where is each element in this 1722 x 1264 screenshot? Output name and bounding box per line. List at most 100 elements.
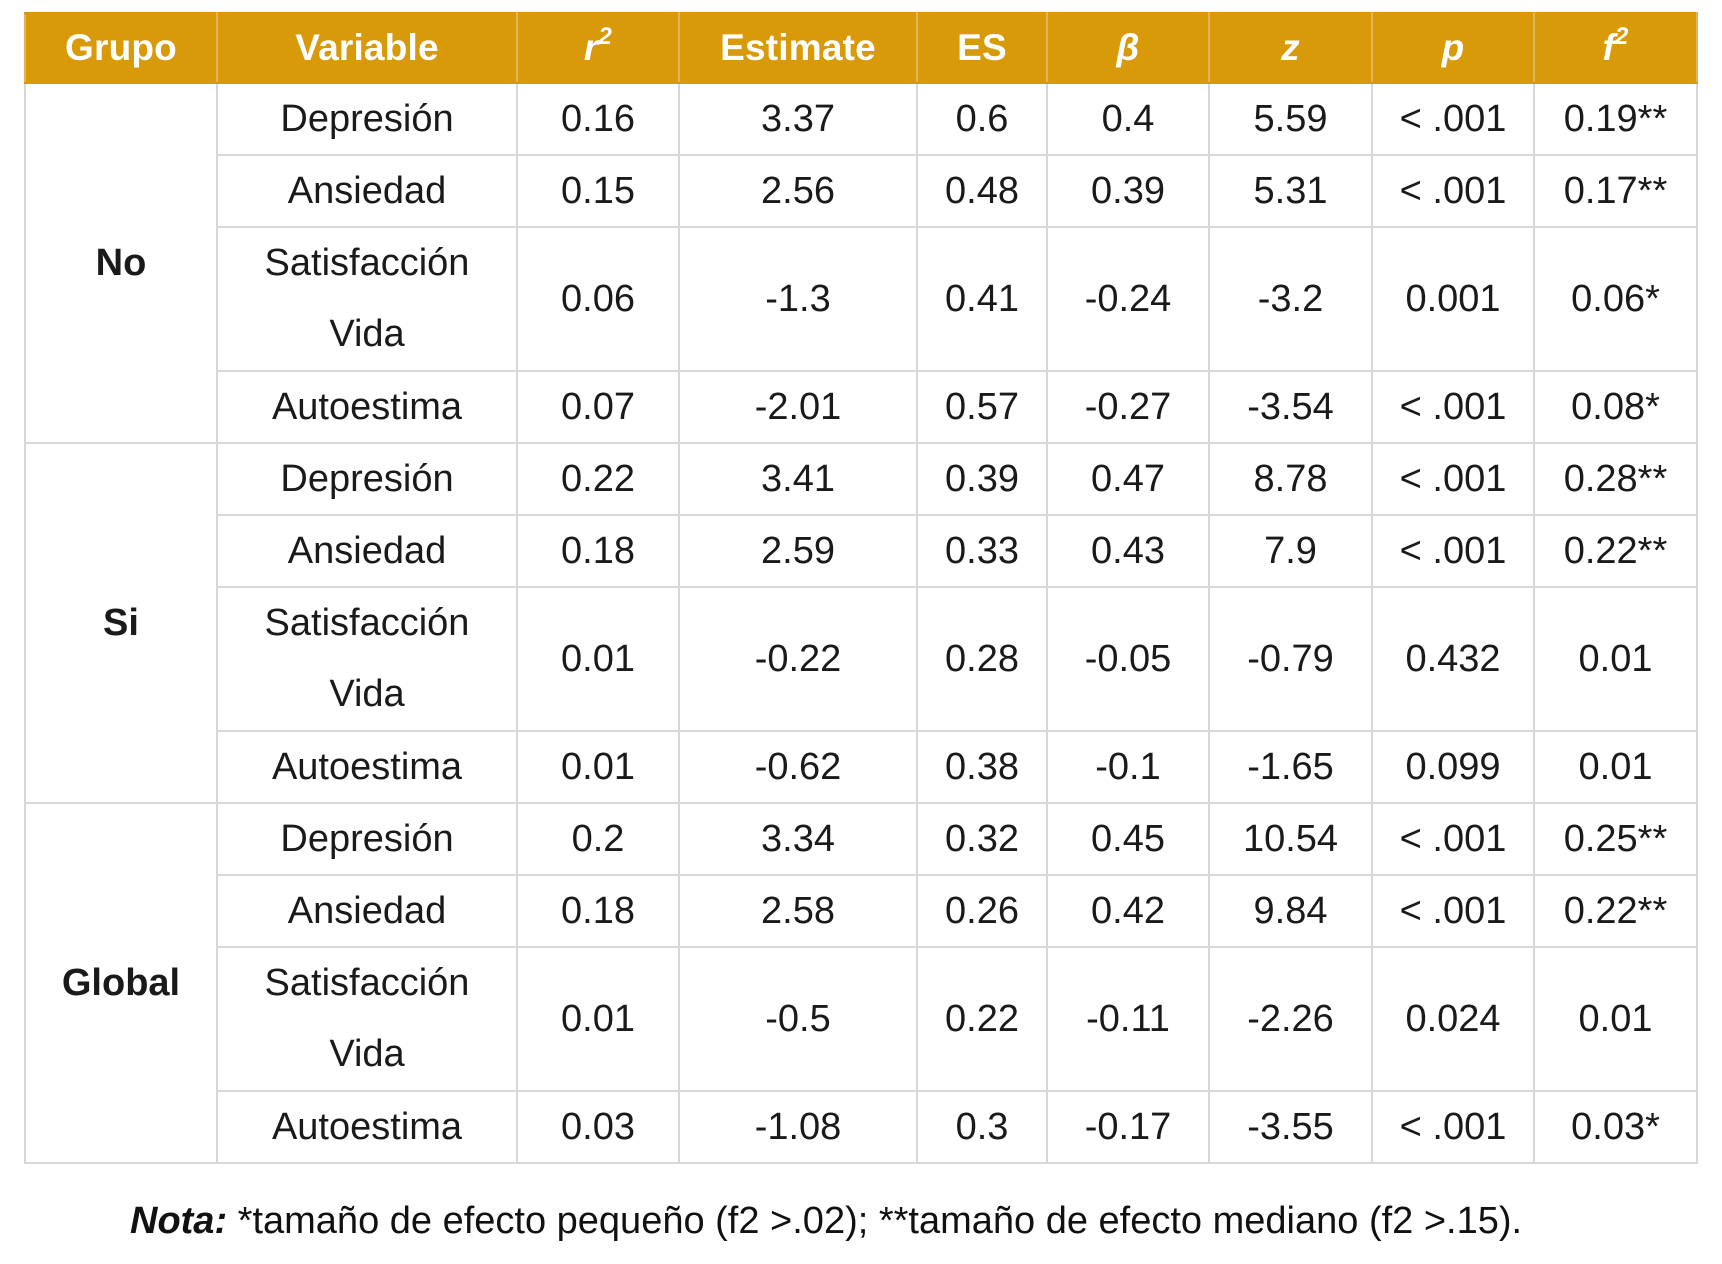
table-row: Ansiedad 0.15 2.56 0.48 0.39 5.31 < .001 0.17** — [25, 154, 1698, 228]
z-cell: 5.31 — [1208, 154, 1373, 228]
p-cell: 0.001 — [1371, 226, 1535, 372]
variable-cell: Autoestima — [216, 1090, 518, 1164]
p-cell: < .001 — [1371, 442, 1535, 516]
estimate-cell: -2.01 — [678, 370, 918, 444]
estimate-cell: 3.34 — [678, 802, 918, 876]
table-row: Si Depresión 0.22 3.41 0.39 0.47 8.78 < .001 0.2… — [24, 442, 1698, 804]
r2-cell: 0.15 — [516, 154, 680, 228]
variable-cell: Depresión — [216, 82, 518, 156]
variable-cell: Satisfacción Vida — [216, 946, 518, 1092]
p-cell: < .001 — [1371, 370, 1535, 444]
r2-cell: 0.06 — [516, 226, 680, 372]
variable-cell: Ansiedad — [216, 514, 518, 588]
table-note: Nota: *tamaño de efecto pequeño (f2 >.02… — [130, 1200, 1522, 1243]
z-cell: 5.59 — [1208, 82, 1373, 156]
r2-cell: 0.03 — [516, 1090, 680, 1164]
table-row: Autoestima 0.07 -2.01 0.57 -0.27 -3.54 < .001 0… — [25, 370, 1698, 444]
variable-line: Vida — [329, 673, 405, 715]
variable-line: Ansiedad — [287, 530, 447, 572]
r2-cell: 0.22 — [516, 442, 680, 516]
es-cell: 0.41 — [916, 226, 1048, 372]
beta-cell: -0.05 — [1046, 586, 1210, 732]
header-beta: β — [1046, 12, 1210, 84]
p-cell: < .001 — [1371, 1090, 1535, 1164]
z-cell: -3.54 — [1208, 370, 1373, 444]
estimate-cell: 3.41 — [678, 442, 918, 516]
p-cell: < .001 — [1371, 514, 1535, 588]
p-cell: < .001 — [1371, 874, 1535, 948]
p-cell: < .001 — [1371, 82, 1535, 156]
estimate-cell: -0.22 — [678, 586, 918, 732]
r2-cell: 0.18 — [516, 514, 680, 588]
f2-cell: 0.01 — [1533, 586, 1698, 732]
beta-cell: 0.39 — [1046, 154, 1210, 228]
beta-cell: 0.4 — [1046, 82, 1210, 156]
table-row: Satisfacción Vida 0.01 -0.22 0.28 -0.05 -0.79 0… — [25, 586, 1698, 732]
table-row: No Depresión 0.16 3.37 0.6 0.4 5.59 < .001 0.19*… — [24, 82, 1698, 444]
f2-cell: 0.01 — [1533, 730, 1698, 804]
variable-line: Satisfacción — [264, 962, 470, 1004]
z-cell: -0.79 — [1208, 586, 1373, 732]
table-row: Ansiedad 0.18 2.58 0.26 0.42 9.84 < .001 0.22** — [25, 874, 1698, 948]
estimate-cell: -1.3 — [678, 226, 918, 372]
estimate-cell: 2.58 — [678, 874, 918, 948]
variable-line: Autoestima — [271, 1106, 463, 1148]
variable-line: Vida — [329, 313, 405, 355]
header-r2: r2 — [516, 12, 680, 84]
beta-cell: -0.27 — [1046, 370, 1210, 444]
variable-line: Depresión — [280, 818, 454, 860]
variable-line: Ansiedad — [287, 170, 447, 212]
f2-cell: 0.28** — [1533, 442, 1698, 516]
header-r2-base: r — [583, 27, 599, 68]
header-f2: f2 — [1533, 12, 1698, 84]
p-cell: 0.099 — [1371, 730, 1535, 804]
f2-cell: 0.06* — [1533, 226, 1698, 372]
variable-cell: Depresión — [216, 802, 518, 876]
es-cell: 0.57 — [916, 370, 1048, 444]
z-cell: 8.78 — [1208, 442, 1373, 516]
z-cell: -3.55 — [1208, 1090, 1373, 1164]
variable-line: Satisfacción — [264, 602, 470, 644]
variable-cell: Ansiedad — [216, 874, 518, 948]
header-z: z — [1208, 12, 1373, 84]
beta-cell: 0.42 — [1046, 874, 1210, 948]
variable-cell: Satisfacción Vida — [216, 226, 518, 372]
beta-cell: 0.43 — [1046, 514, 1210, 588]
group-label: Si — [24, 442, 218, 804]
estimate-cell: -1.08 — [678, 1090, 918, 1164]
variable-cell: Satisfacción Vida — [216, 586, 518, 732]
r2-cell: 0.16 — [516, 82, 680, 156]
r2-cell: 0.18 — [516, 874, 680, 948]
header-grupo: Grupo — [24, 12, 218, 84]
z-cell: 10.54 — [1208, 802, 1373, 876]
es-cell: 0.6 — [916, 82, 1048, 156]
p-cell: < .001 — [1371, 154, 1535, 228]
variable-cell: Autoestima — [216, 730, 518, 804]
table-row: Autoestima 0.03 -1.08 0.3 -0.17 -3.55 < .001 0.… — [25, 1090, 1698, 1164]
estimate-cell: 2.56 — [678, 154, 918, 228]
header-es: ES — [916, 12, 1048, 84]
z-cell: -1.65 — [1208, 730, 1373, 804]
f2-cell: 0.01 — [1533, 946, 1698, 1092]
regression-results-table: Grupo Variable r2 Estimate ES β z p f2 N… — [24, 12, 1698, 1164]
z-cell: -3.2 — [1208, 226, 1373, 372]
variable-line: Satisfacción — [264, 242, 470, 284]
beta-cell: -0.24 — [1046, 226, 1210, 372]
f2-cell: 0.03* — [1533, 1090, 1698, 1164]
variable-cell: Depresión — [216, 442, 518, 516]
note-text: *tamaño de efecto pequeño (f2 >.02); **t… — [227, 1200, 1523, 1242]
p-cell: < .001 — [1371, 802, 1535, 876]
table-row: Ansiedad 0.18 2.59 0.33 0.43 7.9 < .001 0.22** — [25, 514, 1698, 588]
estimate-cell: 3.37 — [678, 82, 918, 156]
f2-cell: 0.19** — [1533, 82, 1698, 156]
r2-cell: 0.07 — [516, 370, 680, 444]
table-row: Autoestima 0.01 -0.62 0.38 -0.1 -1.65 0.099 0.0… — [25, 730, 1698, 804]
z-cell: -2.26 — [1208, 946, 1373, 1092]
f2-cell: 0.08* — [1533, 370, 1698, 444]
p-cell: 0.432 — [1371, 586, 1535, 732]
table-row: Global Depresión 0.2 3.34 0.32 0.45 10.54 < .00… — [24, 802, 1698, 1164]
table-row: Satisfacción Vida 0.01 -0.5 0.22 -0.11 -2.26 0.… — [25, 946, 1698, 1092]
f2-cell: 0.22** — [1533, 514, 1698, 588]
variable-cell: Autoestima — [216, 370, 518, 444]
es-cell: 0.28 — [916, 586, 1048, 732]
